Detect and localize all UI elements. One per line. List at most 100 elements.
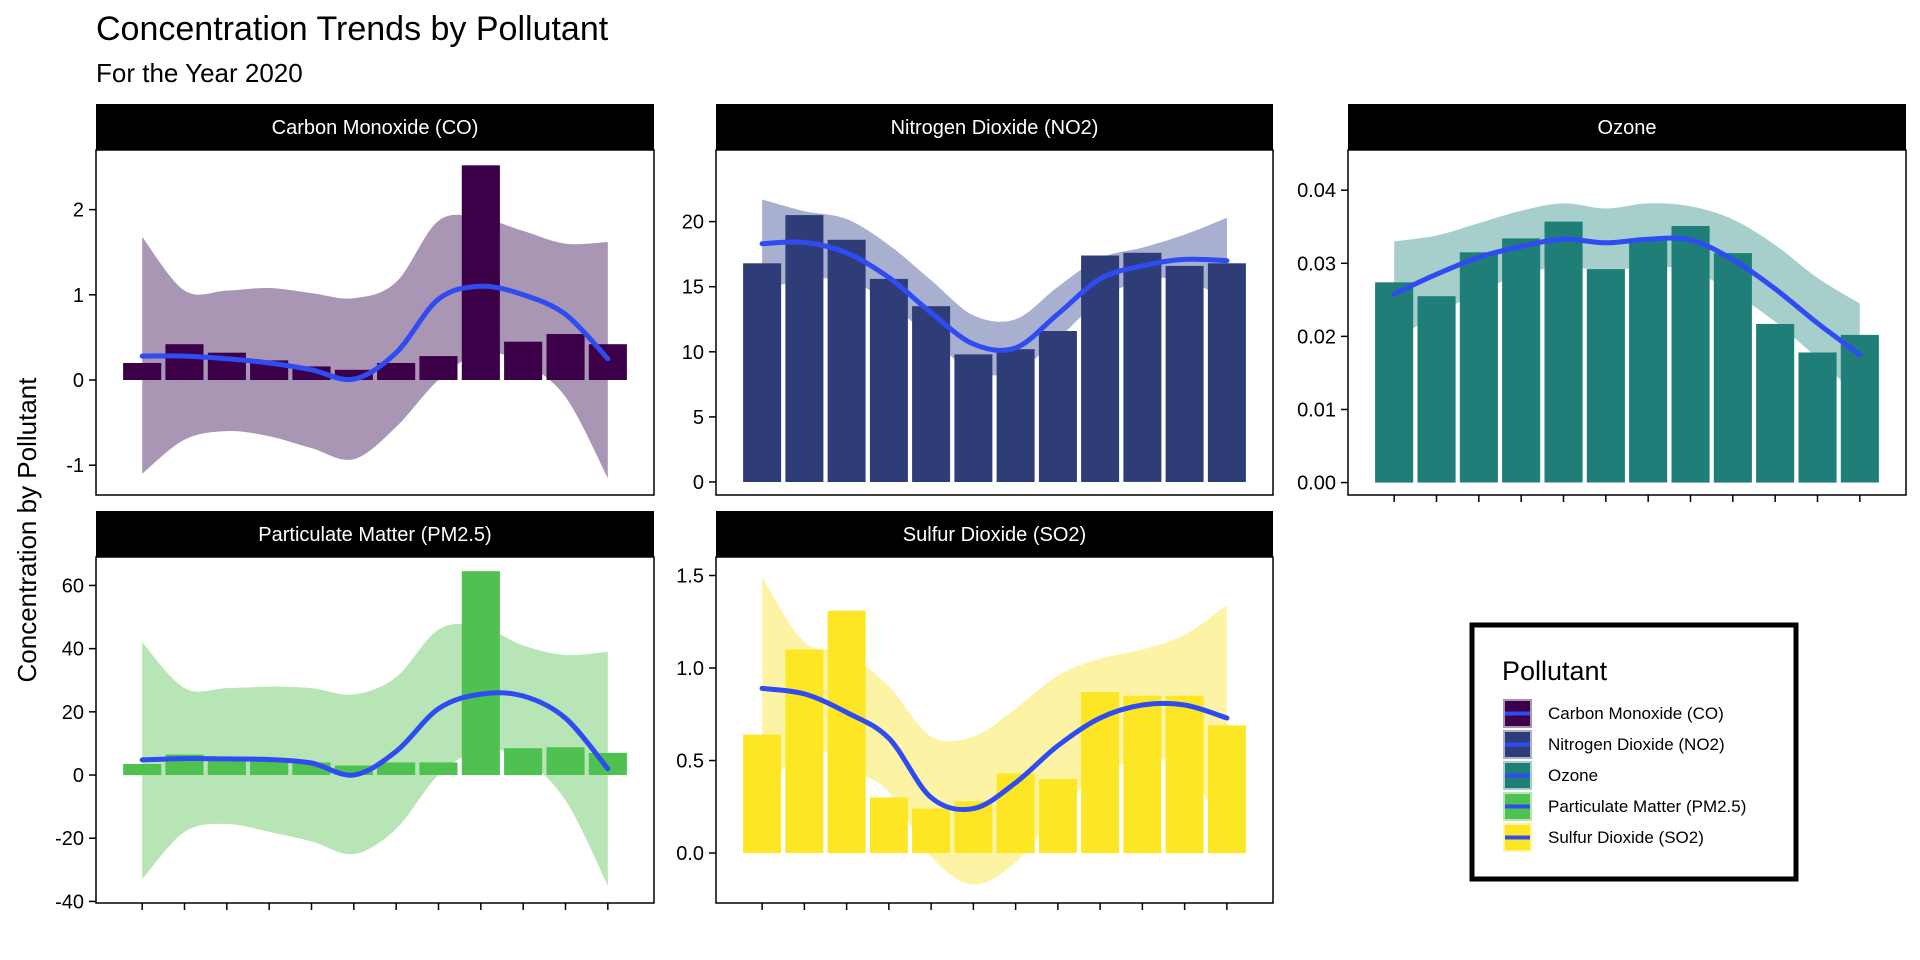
panel-sulfur-dioxide-so2: Sulfur Dioxide (SO2) 0.0 0.5 1.0 1.5 <box>676 511 1274 910</box>
strip-label-ozone: Ozone <box>1598 117 1657 139</box>
panel-particulate-matter-pm2-5: Particulate Matter (PM2.5) -40 -20 0 20 40 60 <box>55 511 655 913</box>
bar-particulate-matter-pm2-5-9 <box>461 571 500 775</box>
legend-item-nitrogen-dioxide-no2: Nitrogen Dioxide (NO2) <box>1503 730 1725 759</box>
legend-label-nitrogen-dioxide-no2: Nitrogen Dioxide (NO2) <box>1548 735 1725 754</box>
y-tick-label-nitrogen-dioxide-no2: 10 <box>682 342 704 364</box>
y-tick-label-carbon-monoxide-co: 2 <box>73 200 84 222</box>
trend-line-ozone <box>1391 235 1863 358</box>
strip-label-nitrogen-dioxide-no2: Nitrogen Dioxide (NO2) <box>891 117 1099 139</box>
y-tick-label-particulate-matter-pm2-5: -40 <box>55 891 84 913</box>
strip-label-particulate-matter-pm2-5: Particulate Matter (PM2.5) <box>258 524 491 546</box>
bar-sulfur-dioxide-so2-4 <box>869 797 908 853</box>
y-tick-label-nitrogen-dioxide-no2: 5 <box>693 407 704 429</box>
bar-particulate-matter-pm2-5-11 <box>546 747 585 775</box>
legend-title: Pollutant <box>1502 656 1608 686</box>
y-tick-label-particulate-matter-pm2-5: 60 <box>62 575 84 597</box>
bar-nitrogen-dioxide-no2-3 <box>827 239 866 482</box>
bar-carbon-monoxide-co-10 <box>504 341 543 380</box>
bar-ozone-3 <box>1459 252 1498 483</box>
panel-carbon-monoxide-co: Carbon Monoxide (CO) -1 0 1 2 <box>66 104 655 496</box>
y-tick-label-nitrogen-dioxide-no2: 15 <box>682 277 704 299</box>
trend-line-sulfur-dioxide-so2 <box>759 685 1230 813</box>
bar-carbon-monoxide-co-11 <box>546 334 585 380</box>
y-tick-label-nitrogen-dioxide-no2: 0 <box>693 472 704 494</box>
legend-label-sulfur-dioxide-so2: Sulfur Dioxide (SO2) <box>1548 828 1704 847</box>
y-tick-label-carbon-monoxide-co: -1 <box>66 455 84 477</box>
strip-nitrogen-dioxide-no2 <box>716 104 1273 150</box>
bar-nitrogen-dioxide-no2-9 <box>1081 255 1120 482</box>
bar-particulate-matter-pm2-5-6 <box>334 765 373 775</box>
y-tick-label-particulate-matter-pm2-5: 20 <box>62 702 84 724</box>
bar-ozone-2 <box>1417 296 1456 483</box>
bar-sulfur-dioxide-so2-2 <box>785 649 824 853</box>
bar-sulfur-dioxide-so2-12 <box>1207 725 1246 854</box>
bar-nitrogen-dioxide-no2-7 <box>996 349 1035 482</box>
y-tick-label-sulfur-dioxide-so2: 0.0 <box>676 843 704 865</box>
y-tick-label-particulate-matter-pm2-5: 0 <box>73 765 84 787</box>
chart-subtitle: For the Year 2020 <box>96 58 303 88</box>
bar-carbon-monoxide-co-12 <box>588 344 627 380</box>
y-tick-label-particulate-matter-pm2-5: -20 <box>55 828 84 850</box>
bar-nitrogen-dioxide-no2-10 <box>1123 252 1162 482</box>
bar-carbon-monoxide-co-9 <box>461 165 500 380</box>
y-tick-label-nitrogen-dioxide-no2: 20 <box>682 212 704 234</box>
panel-border-ozone <box>1347 149 1907 496</box>
legend-item-particulate-matter-pm2-5: Particulate Matter (PM2.5) <box>1503 792 1746 821</box>
bar-ozone-8 <box>1671 226 1710 483</box>
legend-label-particulate-matter-pm2-5: Particulate Matter (PM2.5) <box>1548 797 1746 816</box>
strip-label-sulfur-dioxide-so2: Sulfur Dioxide (SO2) <box>903 524 1086 546</box>
bar-ozone-11 <box>1798 352 1837 483</box>
bar-particulate-matter-pm2-5-4 <box>250 759 289 775</box>
bar-particulate-matter-pm2-5-1 <box>123 764 162 776</box>
bar-ozone-6 <box>1586 269 1625 483</box>
panel-border-carbon-monoxide-co <box>95 149 655 496</box>
strip-sulfur-dioxide-so2 <box>716 511 1273 557</box>
bar-ozone-9 <box>1713 253 1752 483</box>
bar-ozone-1 <box>1375 282 1414 483</box>
bar-ozone-12 <box>1840 334 1879 483</box>
y-tick-label-ozone: 0.04 <box>1297 180 1336 202</box>
bar-sulfur-dioxide-so2-5 <box>912 808 951 853</box>
legend-item-sulfur-dioxide-so2: Sulfur Dioxide (SO2) <box>1503 823 1704 852</box>
panel-border-nitrogen-dioxide-no2 <box>715 149 1274 496</box>
facet-panels: Carbon Monoxide (CO) -1 0 1 2 Nitrogen Dioxid… <box>55 104 1907 913</box>
strip-carbon-monoxide-co <box>96 104 654 150</box>
strip-label-carbon-monoxide-co: Carbon Monoxide (CO) <box>272 117 479 139</box>
bar-sulfur-dioxide-so2-1 <box>743 734 782 853</box>
bar-ozone-10 <box>1756 324 1795 483</box>
y-tick-label-ozone: 0.01 <box>1297 399 1336 421</box>
bar-sulfur-dioxide-so2-8 <box>1038 779 1077 853</box>
panel-border-particulate-matter-pm2-5 <box>95 556 655 904</box>
legend: Pollutant Carbon Monoxide (CO) Nitrogen D… <box>1469 622 1799 882</box>
bar-particulate-matter-pm2-5-10 <box>504 748 543 776</box>
bar-carbon-monoxide-co-1 <box>123 363 162 380</box>
bar-nitrogen-dioxide-no2-1 <box>743 263 782 482</box>
legend-item-ozone: Ozone <box>1503 761 1598 790</box>
bar-particulate-matter-pm2-5-12 <box>588 752 627 775</box>
bar-carbon-monoxide-co-2 <box>165 344 204 380</box>
y-tick-label-sulfur-dioxide-so2: 1.5 <box>676 566 704 588</box>
bar-nitrogen-dioxide-no2-6 <box>954 354 993 482</box>
y-tick-label-ozone: 0.00 <box>1297 473 1336 495</box>
y-tick-label-sulfur-dioxide-so2: 1.0 <box>676 658 704 680</box>
bar-particulate-matter-pm2-5-3 <box>207 757 246 775</box>
y-tick-label-particulate-matter-pm2-5: 40 <box>62 639 84 661</box>
legend-item-carbon-monoxide-co: Carbon Monoxide (CO) <box>1503 699 1724 728</box>
bar-ozone-4 <box>1502 238 1541 483</box>
y-axis-label: Concentration by Pollutant <box>12 377 42 683</box>
strip-ozone <box>1348 104 1906 150</box>
bar-nitrogen-dioxide-no2-12 <box>1207 263 1246 482</box>
bar-nitrogen-dioxide-no2-5 <box>912 306 951 482</box>
trend-line-particulate-matter-pm2-5 <box>139 690 611 778</box>
panel-border-sulfur-dioxide-so2 <box>715 556 1274 904</box>
bar-nitrogen-dioxide-no2-8 <box>1038 331 1077 482</box>
y-tick-label-carbon-monoxide-co: 0 <box>73 370 84 392</box>
bar-particulate-matter-pm2-5-8 <box>419 762 458 775</box>
confidence-band-sulfur-dioxide-so2 <box>762 577 1227 885</box>
chart-title: Concentration Trends by Pollutant <box>96 10 609 48</box>
legend-label-carbon-monoxide-co: Carbon Monoxide (CO) <box>1548 704 1724 723</box>
y-tick-label-sulfur-dioxide-so2: 0.5 <box>676 751 704 773</box>
confidence-band-nitrogen-dioxide-no2 <box>762 199 1227 376</box>
bar-nitrogen-dioxide-no2-2 <box>785 215 824 482</box>
